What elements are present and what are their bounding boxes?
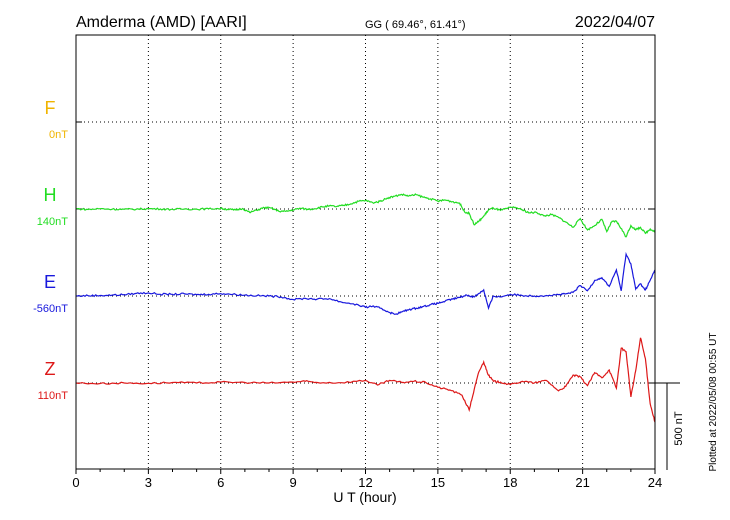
trace-h <box>75 193 656 238</box>
series-name-f: F <box>45 98 56 118</box>
scale-bar-label: 500 nT <box>673 411 685 446</box>
series-labels: F 0nT H 140nT E -560nT Z 110nT <box>33 98 68 402</box>
station-coords: GG ( 69.46°, 61.41°) <box>365 19 466 31</box>
plot-frame <box>75 34 656 470</box>
x-tick-label: 6 <box>217 475 224 490</box>
series-traces <box>75 193 656 423</box>
x-tick-label: 0 <box>72 475 79 490</box>
x-tick-label: 3 <box>145 475 152 490</box>
x-axis-label: U T (hour) <box>333 489 396 505</box>
station-title: Amderma (AMD) [AARI] <box>76 14 247 31</box>
series-name-z: Z <box>45 359 56 379</box>
x-tick-label: 24 <box>648 475 662 490</box>
series-name-e: E <box>44 272 56 292</box>
scale-bar: 500 nT <box>655 382 685 470</box>
x-tick-label: 21 <box>575 475 589 490</box>
plot-date: 2022/04/07 <box>575 14 655 31</box>
series-baseline-z: 110nT <box>38 390 69 402</box>
trace-z <box>75 337 656 423</box>
series-baseline-e: -560nT <box>33 303 68 315</box>
series-name-h: H <box>44 185 57 205</box>
grid-lines <box>147 35 584 469</box>
plotted-at-note: Plotted at 2022/05/08 00:55 UT <box>708 333 719 472</box>
x-tick-label: 15 <box>431 475 445 490</box>
x-tick-label: 12 <box>358 475 372 490</box>
trace-e <box>76 251 656 315</box>
series-baseline-h: 140nT <box>37 216 68 228</box>
x-tick-label: 18 <box>503 475 517 490</box>
x-tick-label: 9 <box>290 475 297 490</box>
series-baseline-f: 0nT <box>49 129 68 141</box>
x-axis-ticks: 0 3 6 9 12 15 18 21 24 <box>72 469 662 490</box>
